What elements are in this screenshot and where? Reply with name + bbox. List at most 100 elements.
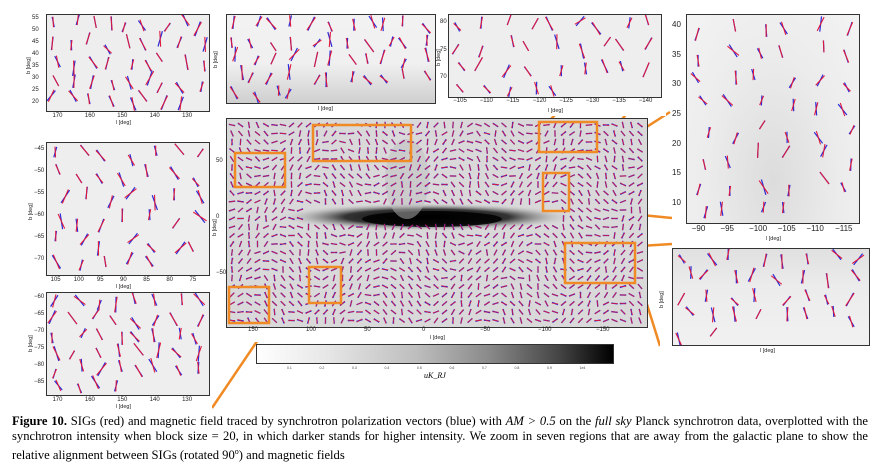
- sig-vector: [786, 307, 789, 322]
- sig-vector: [453, 22, 462, 31]
- sig-vector: [675, 332, 682, 345]
- sig-vector: [345, 37, 349, 49]
- main-vector-field: [227, 120, 644, 325]
- sig-vector: [109, 315, 117, 326]
- sig-vector: [370, 15, 376, 29]
- main-ytick: 50: [216, 158, 223, 164]
- xtick: −100: [749, 224, 768, 233]
- colorbar-tick: 0.1: [287, 366, 292, 370]
- sig-vector: [534, 81, 539, 95]
- xtick: 100: [73, 277, 84, 283]
- sig-vector: [55, 379, 62, 392]
- sig-vector: [67, 311, 78, 325]
- sig-vector: [57, 213, 66, 229]
- caption-full-sky: full sky: [594, 414, 632, 428]
- sig-vector: [782, 145, 791, 159]
- sig-vector: [531, 17, 539, 30]
- sig-vector: [115, 380, 117, 392]
- sig-vector: [192, 211, 207, 222]
- sig-vector: [61, 189, 69, 204]
- zoom-panel-far-right: l [deg] 40 35 30 25 20 15 10 −90 −95 −100 −105 −110…: [672, 12, 872, 244]
- sig-vector: [524, 66, 532, 77]
- sig-vector: [177, 36, 182, 49]
- sig-vector: [734, 70, 738, 85]
- sig-vector: [85, 186, 88, 200]
- sig-vector: [68, 90, 78, 102]
- sig-vector: [197, 189, 203, 205]
- ytick: 75: [440, 46, 447, 53]
- sig-vector: [117, 172, 126, 187]
- sig-vector: [129, 318, 141, 329]
- sig-vector: [146, 243, 156, 253]
- sig-vector: [232, 46, 239, 62]
- sig-vector: [721, 95, 734, 106]
- ytick: 35: [672, 49, 681, 59]
- sig-vector: [694, 27, 700, 41]
- sig-vector: [145, 163, 148, 178]
- sig-vector: [289, 15, 292, 27]
- sig-vector: [180, 293, 184, 306]
- zoom-region-box: [541, 171, 571, 213]
- sig-vector: [327, 21, 333, 32]
- xtick: −130: [585, 98, 600, 104]
- mid-left-vectors: [51, 143, 207, 271]
- ytick: −80: [34, 362, 45, 369]
- sig-vector: [195, 345, 202, 362]
- sig-vector: [109, 95, 114, 108]
- sig-vector: [152, 328, 155, 343]
- zoom-region-box: [311, 123, 413, 163]
- sig-vector: [184, 54, 189, 70]
- sig-vector: [591, 21, 601, 36]
- xtick: 75: [189, 277, 197, 283]
- xtick: 160: [84, 397, 95, 403]
- sig-vector: [727, 45, 740, 56]
- sig-vector: [116, 343, 122, 357]
- xtick: −125: [559, 98, 573, 104]
- sig-vector: [805, 253, 810, 265]
- sig-vector: [328, 31, 332, 48]
- bottom-left-vectors: [47, 293, 206, 394]
- sig-vector: [759, 95, 765, 106]
- caption-label: Figure 10.: [12, 414, 67, 428]
- main-xlabel: l [deg]: [430, 335, 445, 341]
- sig-vector: [324, 72, 328, 88]
- colorbar-tick: 0.4: [384, 366, 390, 370]
- sig-vector: [819, 171, 830, 185]
- sig-vector: [159, 30, 162, 47]
- sig-vector: [172, 188, 176, 201]
- sig-vector: [365, 53, 369, 64]
- sig-vector: [127, 154, 136, 166]
- sig-vector: [52, 294, 57, 308]
- sig-vector: [506, 87, 513, 97]
- sig-vector: [103, 45, 113, 54]
- main-xtick: 100: [306, 327, 317, 333]
- sig-vector: [348, 54, 357, 65]
- sig-vector: [73, 295, 86, 306]
- sig-vector: [626, 17, 633, 29]
- sig-vector: [79, 358, 85, 372]
- ytick: 30: [672, 79, 681, 89]
- sig-vector: [839, 102, 846, 117]
- sig-vector: [286, 88, 291, 100]
- main-ytick: 0: [216, 214, 220, 220]
- sig-vector: [108, 195, 113, 209]
- main-xtick: −150: [596, 327, 610, 333]
- ytick: −70: [34, 255, 45, 262]
- main-xtick: 50: [364, 327, 371, 333]
- sig-vector: [479, 16, 484, 29]
- sig-vector: [388, 36, 395, 47]
- sig-vector: [55, 55, 60, 68]
- sig-vector: [451, 44, 460, 55]
- sig-vector: [813, 102, 819, 116]
- sig-vector: [47, 89, 55, 102]
- sig-vector: [52, 75, 60, 87]
- sig-vector: [79, 144, 90, 156]
- sig-vector: [791, 98, 796, 112]
- sig-vector: [380, 17, 386, 32]
- xtick: 150: [117, 397, 128, 403]
- sig-vector: [286, 64, 292, 80]
- caption-text-4: ) and magnetic fields: [238, 448, 345, 463]
- sig-vector: [171, 218, 181, 229]
- sig-vector: [231, 15, 236, 29]
- sig-vector: [70, 39, 73, 51]
